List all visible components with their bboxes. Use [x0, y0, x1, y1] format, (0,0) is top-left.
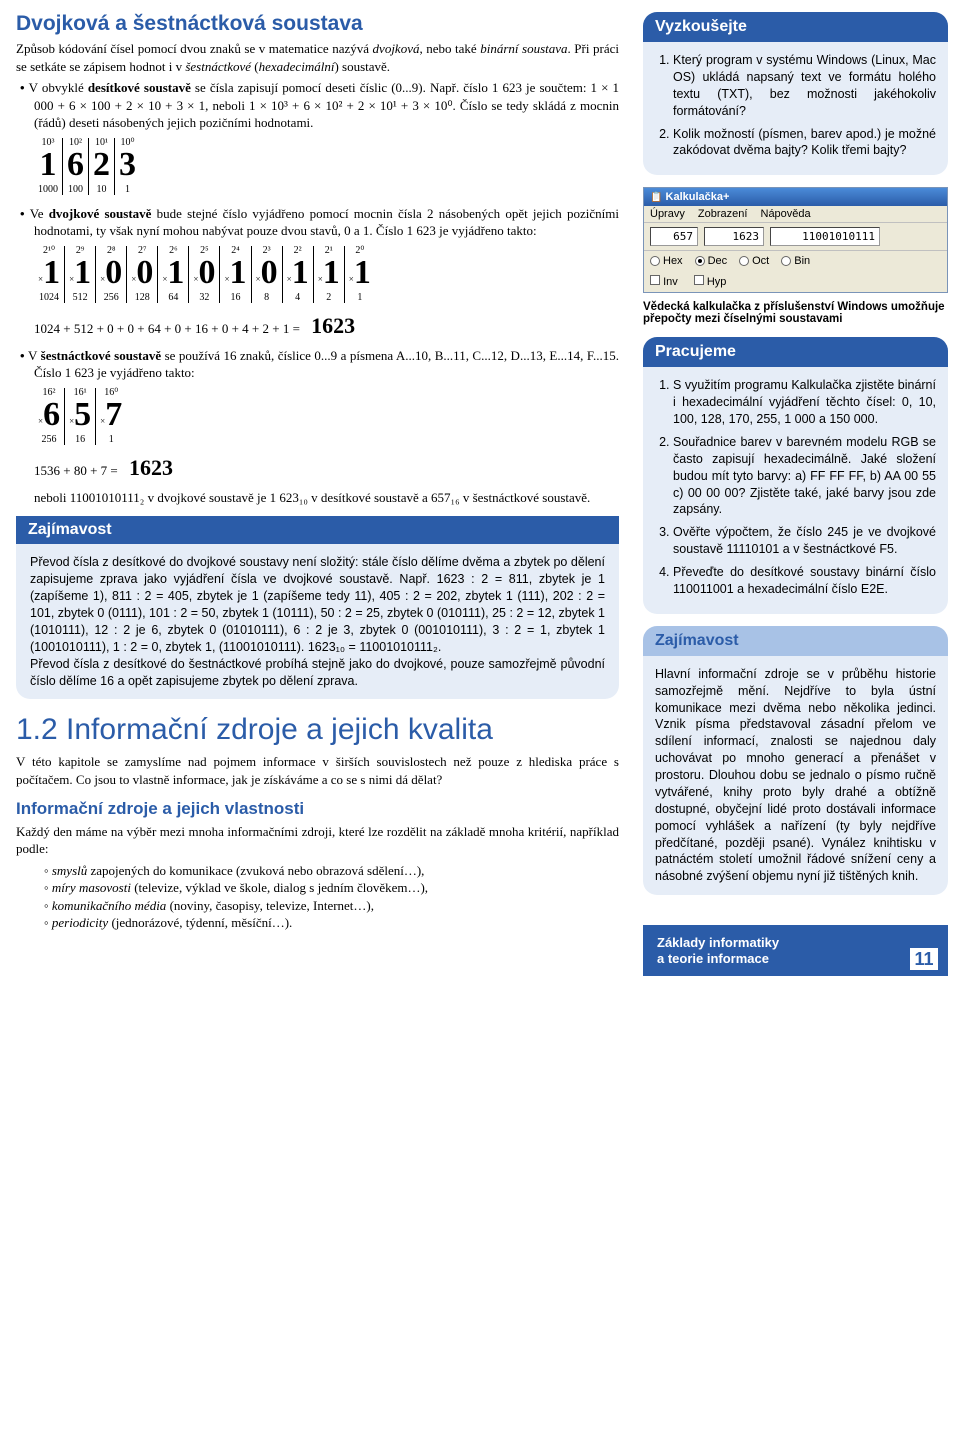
section-1-2-title: 1.2 Informační zdroje a jejich kvalita — [16, 713, 619, 747]
intro-paragraph: Způsob kódování čísel pomocí dvou znaků … — [16, 40, 619, 75]
vyzkousejte-box: Vyzkoušejte Který program v systému Wind… — [643, 12, 948, 175]
zajimavost2-box: Zajímavost Hlavní informační zdroje se v… — [643, 626, 948, 895]
subsection-title: Informační zdroje a jejich vlastnosti — [16, 799, 619, 819]
vyzkousejte-head: Vyzkoušejte — [643, 12, 948, 42]
calc-hyp-check[interactable]: Hyp — [694, 275, 727, 288]
bullet-decimal: V obvyklé desítkové soustavě se čísla za… — [34, 79, 619, 132]
footer-title: Základy informatiky a teorie informace — [657, 935, 934, 966]
calc-display-dec: 1623 — [704, 227, 764, 246]
subsection-list: smyslů zapojených do komunikace (zvuková… — [16, 862, 619, 932]
calc-title: 📋 Kalkulačka+ — [644, 188, 947, 206]
decimal-table: 10³1100010²610010¹21010⁰31 — [34, 138, 619, 195]
vyzkousejte-list: Který program v systému Windows (Linux, … — [655, 52, 936, 159]
bullet-binary: Ve dvojkové soustavě bude stejné číslo v… — [34, 205, 619, 240]
zajimavost2-head: Zajímavost — [643, 626, 948, 656]
calculator-window: 📋 Kalkulačka+ Úpravy Zobrazení Nápověda … — [643, 187, 948, 293]
page-footer: Základy informatiky a teorie informace 1… — [643, 925, 948, 976]
calc-display-bin: 11001010111 — [770, 227, 880, 246]
page-title: Dvojková a šestnáctková soustava — [16, 12, 619, 36]
subsection-body: Každý den máme na výběr mezi mnoha infor… — [16, 823, 619, 858]
radio-hex[interactable]: Hex — [650, 255, 683, 267]
section-1-2-body: V této kapitole se zamyslíme nad pojmem … — [16, 753, 619, 788]
page-number: 11 — [910, 948, 938, 970]
zajimavost-box: Zajímavost Převod čísla z desítkové do d… — [16, 516, 619, 699]
calc-display-hex: 657 — [650, 227, 698, 246]
calc-caption: Vědecká kalkulačka z příslušenství Windo… — [643, 301, 948, 325]
pracujeme-head: Pracujeme — [643, 337, 948, 367]
binary-table: 2¹⁰×110242⁹×15122⁸×02562⁷×01282⁶×1642⁵×0… — [34, 246, 619, 303]
zajimavost-head: Zajímavost — [16, 516, 619, 544]
bullet-hex: V šestnáctkové soustavě se používá 16 zn… — [34, 347, 619, 382]
conclusion: neboli 11001010111₂ v dvojkové soustavě … — [34, 489, 619, 507]
hex-table: 16²×625616¹×51616⁰×71 — [34, 388, 619, 445]
radio-oct[interactable]: Oct — [739, 255, 769, 267]
menu-upravy[interactable]: Úpravy — [650, 208, 685, 220]
menu-napoveda[interactable]: Nápověda — [761, 208, 811, 220]
zajimavost-body: Převod čísla z desítkové do dvojkové sou… — [16, 544, 619, 699]
calc-inv-check[interactable]: Inv — [650, 275, 678, 288]
pracujeme-list: S využitím programu Kalkulačka zjistěte … — [655, 377, 936, 598]
zajimavost2-body: Hlavní informační zdroje se v průběhu hi… — [643, 656, 948, 895]
menu-zobrazeni[interactable]: Zobrazení — [698, 208, 748, 220]
radio-dec[interactable]: Dec — [695, 255, 728, 267]
calc-menubar[interactable]: Úpravy Zobrazení Nápověda — [644, 206, 947, 223]
pracujeme-box: Pracujeme S využitím programu Kalkulačka… — [643, 337, 948, 614]
calc-radix-group[interactable]: Hex Dec Oct Bin — [644, 250, 947, 271]
radio-bin[interactable]: Bin — [781, 255, 810, 267]
binary-sum: 1024 + 512 + 0 + 0 + 64 + 0 + 16 + 0 + 4… — [34, 313, 619, 339]
hex-sum: 1536 + 80 + 7 = 1623 — [34, 455, 619, 481]
